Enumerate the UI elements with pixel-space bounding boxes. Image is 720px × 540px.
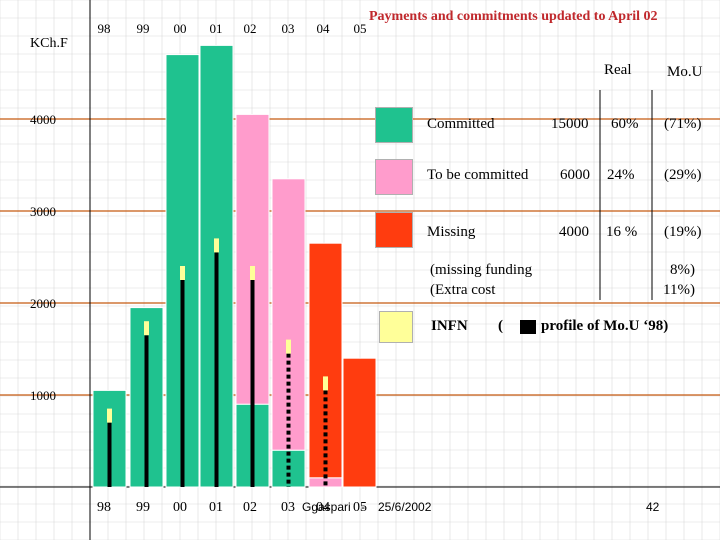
top-tick-label-05: 05 (354, 21, 367, 36)
x-category-label-99: 99 (136, 500, 150, 515)
legend-col-real: Real (604, 62, 632, 78)
footer-page-number: 42 (646, 500, 660, 514)
y-tick-label-2000: 2000 (30, 296, 56, 311)
infn-marker-cap-03 (286, 339, 291, 354)
legend-mou-missing: (19%) (664, 224, 702, 240)
legend-label-infn: INFN (431, 318, 468, 334)
bar-to_be_committed-03 (271, 178, 306, 451)
top-tick-label-02: 02 (244, 21, 257, 36)
legend-real-committed: 60% (611, 116, 639, 132)
infn-marker-cap-98 (107, 408, 112, 423)
legend-note-mou-2: 11%) (663, 282, 695, 298)
infn-marker-cap-01 (214, 238, 219, 253)
top-tick-label-99: 99 (137, 21, 150, 36)
legend-real-missing: 16 % (606, 224, 638, 240)
legend-value-committed: 15000 (551, 116, 589, 132)
footer-date: 25/6/2002 (378, 500, 432, 514)
legend-mou-committed: (71%) (664, 116, 702, 132)
x-category-label-02: 02 (243, 500, 257, 515)
top-tick-label-00: 00 (174, 21, 187, 36)
y-tick-label-3000: 3000 (30, 204, 56, 219)
x-category-label-98: 98 (97, 500, 111, 515)
y-tick-label-4000: 4000 (30, 112, 56, 127)
legend-label-missing: Missing (427, 224, 476, 240)
x-category-label-05: 05 (353, 500, 367, 515)
infn-marker-cap-04 (323, 376, 328, 391)
infn-marker-cap-02 (250, 266, 255, 280)
y-axis-unit-label: KCh.F (30, 36, 68, 51)
top-tick-label-04: 04 (317, 21, 331, 36)
x-category-label-04: 04 (316, 500, 330, 515)
top-tick-label-03: 03 (282, 21, 295, 36)
legend-infn-profile-text: profile of Mo.U ‘98) (541, 318, 669, 334)
legend-swatch-committed (375, 107, 413, 143)
footer-separator: - (361, 500, 365, 514)
legend-col-mou: Mo.U (667, 64, 703, 80)
legend-label-committed: Committed (427, 116, 495, 132)
legend-open-paren: ( (498, 318, 503, 334)
legend-note-extra-cost: (Extra cost (430, 282, 496, 298)
y-tick-label-1000: 1000 (30, 388, 56, 403)
bar-missing-05 (342, 357, 377, 488)
legend-swatch-infn (379, 311, 413, 343)
top-tick-label-01: 01 (210, 21, 223, 36)
legend-black-square-icon (520, 320, 536, 334)
legend-swatch-to-be-committed (375, 159, 413, 195)
legend-real-to-be-committed: 24% (607, 167, 635, 183)
bar-missing-04 (308, 242, 343, 479)
top-tick-label-98: 98 (98, 21, 111, 36)
infn-marker-cap-00 (180, 266, 185, 280)
legend-note-missing-funding: (missing funding (430, 262, 533, 278)
chart-title: Payments and commitments updated to Apri… (369, 9, 658, 24)
legend-value-to-be-committed: 6000 (560, 167, 590, 183)
x-category-label-01: 01 (209, 500, 223, 515)
legend-value-missing: 4000 (559, 224, 589, 240)
legend-mou-to-be-committed: (29%) (664, 167, 702, 183)
infn-marker-cap-99 (144, 321, 149, 336)
legend-note-mou-1: 8%) (670, 262, 695, 278)
x-category-label-00: 00 (173, 500, 187, 515)
legend-swatch-missing (375, 212, 413, 248)
x-category-label-03: 03 (281, 500, 295, 515)
legend-label-to-be-committed: To be committed (427, 167, 529, 183)
footer-author: Ggaspari (302, 500, 351, 514)
